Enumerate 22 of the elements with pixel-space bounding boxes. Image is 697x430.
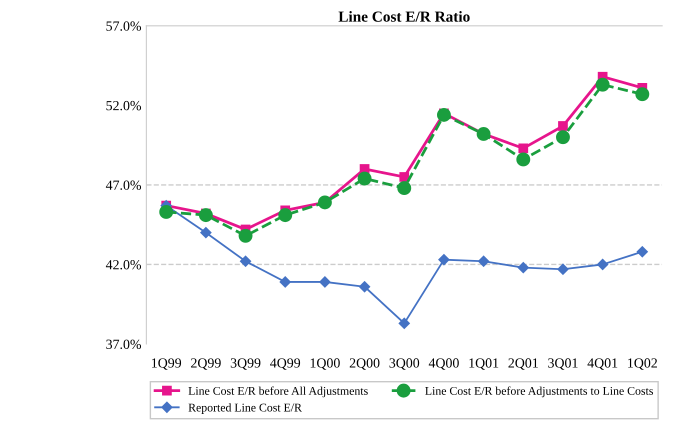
- x-tick-label: 2Q99: [191, 358, 221, 370]
- y-tick-label: 37.0%: [106, 340, 142, 350]
- y-tick-label: 42.0%: [106, 260, 142, 270]
- x-tick-label: 4Q00: [428, 358, 459, 370]
- legend-label: Line Cost E/R before Adjustments to Line Costs: [425, 386, 653, 398]
- x-tick-label: 2Q01: [508, 358, 538, 370]
- x-tick-label: 3Q01: [548, 358, 578, 370]
- y-tick-label: 52.0%: [106, 100, 142, 110]
- y-tick-label: 57.0%: [106, 21, 142, 31]
- x-tick-label: 4Q01: [587, 358, 618, 370]
- x-tick-label: 3Q99: [230, 358, 260, 370]
- x-tick-label: 2Q00: [350, 358, 380, 370]
- x-tick-label: 4Q99: [270, 358, 300, 370]
- x-tick-label: 1Q01: [469, 358, 498, 370]
- y-tick-label: 47.0%: [106, 180, 142, 190]
- x-tick-label: 1Q99: [152, 358, 182, 370]
- x-tick-label: 1Q00: [310, 358, 340, 370]
- x-tick-label: 1Q02: [628, 358, 657, 370]
- legend-label: Line Cost E/R before All Adjustments: [188, 386, 368, 398]
- x-tick-label: 3Q00: [389, 358, 420, 370]
- chart-title: Line Cost E/R Ratio: [338, 11, 470, 22]
- legend-label: Reported Line Cost E/R: [188, 403, 302, 414]
